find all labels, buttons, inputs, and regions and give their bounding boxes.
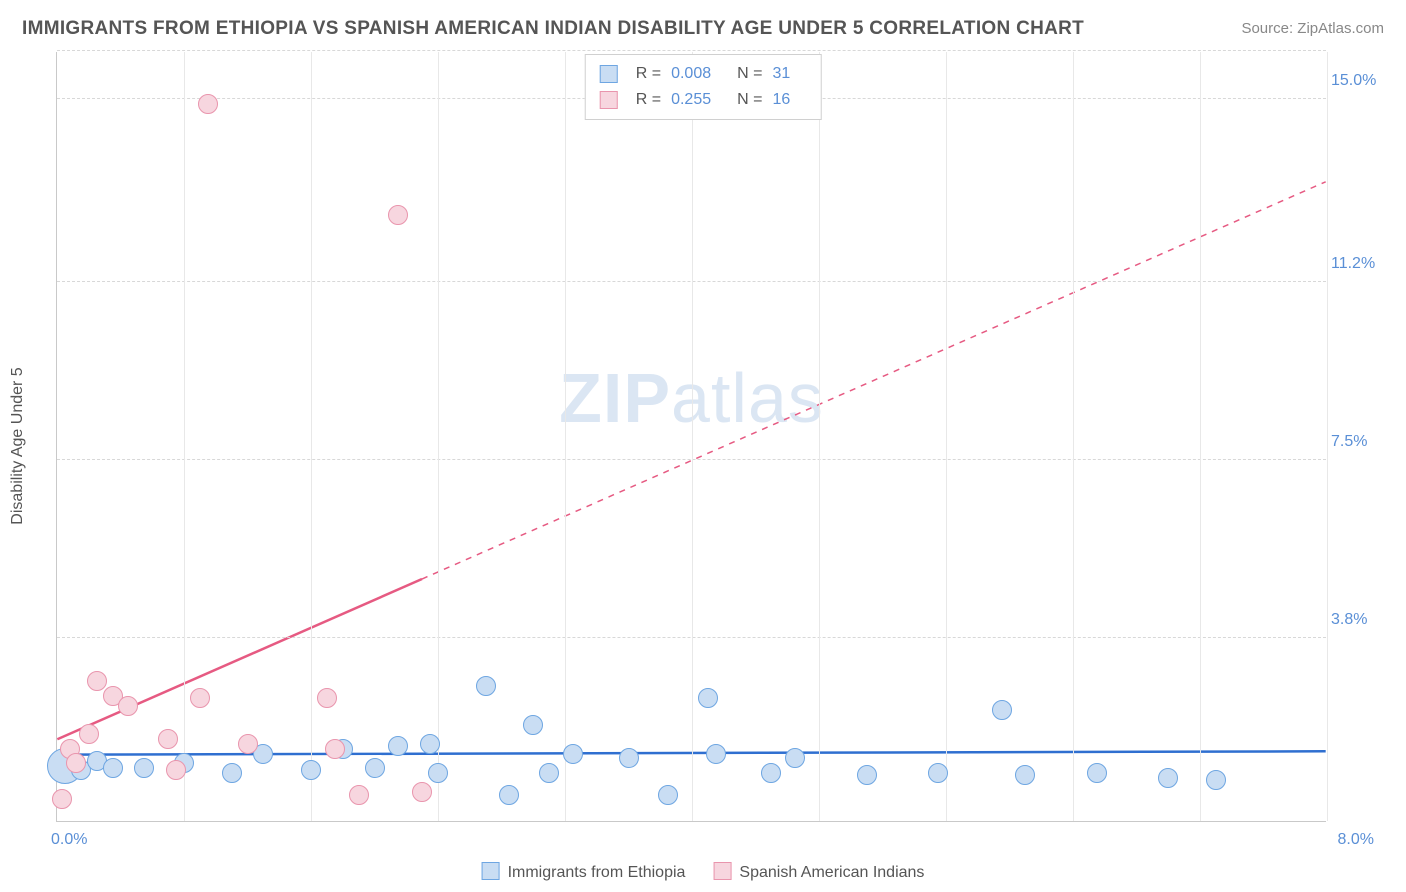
data-point bbox=[785, 748, 805, 768]
data-point bbox=[1206, 770, 1226, 790]
data-point bbox=[301, 760, 321, 780]
legend-stats: R = 0.008 N = 31 R = 0.255 N = 16 bbox=[585, 54, 822, 120]
gridline-v bbox=[184, 52, 185, 821]
data-point bbox=[198, 94, 218, 114]
data-point bbox=[388, 205, 408, 225]
legend-label: Spanish American Indians bbox=[739, 864, 924, 881]
n-value: 31 bbox=[772, 61, 790, 87]
legend-swatch bbox=[713, 862, 731, 880]
data-point bbox=[66, 753, 86, 773]
y-tick-label: 7.5% bbox=[1331, 433, 1386, 451]
data-point bbox=[166, 760, 186, 780]
plot-area: ZIPatlas 3.8%7.5%11.2%15.0%0.0%8.0% bbox=[56, 52, 1326, 822]
gridline-v bbox=[438, 52, 439, 821]
data-point bbox=[428, 763, 448, 783]
data-point bbox=[992, 700, 1012, 720]
r-value: 0.008 bbox=[671, 61, 711, 87]
data-point bbox=[103, 758, 123, 778]
data-point bbox=[52, 789, 72, 809]
legend-swatch bbox=[600, 65, 618, 83]
data-point bbox=[658, 785, 678, 805]
n-value: 16 bbox=[772, 87, 790, 113]
gridline-v bbox=[819, 52, 820, 821]
y-tick-label: 3.8% bbox=[1331, 611, 1386, 629]
gridline-v bbox=[1327, 52, 1328, 821]
r-label: R = bbox=[636, 87, 661, 113]
data-point bbox=[118, 696, 138, 716]
data-point bbox=[499, 785, 519, 805]
data-point bbox=[523, 715, 543, 735]
x-tick-label: 0.0% bbox=[51, 831, 87, 849]
y-tick-label: 11.2% bbox=[1331, 255, 1386, 273]
data-point bbox=[476, 676, 496, 696]
gridline-v bbox=[946, 52, 947, 821]
legend-item: Spanish American Indians bbox=[713, 862, 924, 882]
data-point bbox=[928, 763, 948, 783]
data-point bbox=[349, 785, 369, 805]
trend-line-solid bbox=[57, 579, 422, 739]
data-point bbox=[317, 688, 337, 708]
n-label: N = bbox=[737, 61, 762, 87]
legend-label: Immigrants from Ethiopia bbox=[508, 864, 686, 881]
data-point bbox=[857, 765, 877, 785]
legend-series: Immigrants from Ethiopia Spanish American… bbox=[482, 862, 925, 882]
n-label: N = bbox=[737, 87, 762, 113]
data-point bbox=[222, 763, 242, 783]
gridline-v bbox=[565, 52, 566, 821]
data-point bbox=[761, 763, 781, 783]
data-point bbox=[706, 744, 726, 764]
data-point bbox=[238, 734, 258, 754]
source-label: Source: ZipAtlas.com bbox=[1241, 20, 1384, 37]
data-point bbox=[158, 729, 178, 749]
data-point bbox=[325, 739, 345, 759]
legend-swatch bbox=[600, 91, 618, 109]
data-point bbox=[365, 758, 385, 778]
trend-line-dashed bbox=[422, 182, 1326, 579]
r-label: R = bbox=[636, 61, 661, 87]
data-point bbox=[87, 671, 107, 691]
data-point bbox=[1158, 768, 1178, 788]
legend-item: Immigrants from Ethiopia bbox=[482, 862, 686, 882]
data-point bbox=[619, 748, 639, 768]
data-point bbox=[1087, 763, 1107, 783]
gridline-h bbox=[57, 50, 1326, 51]
data-point bbox=[698, 688, 718, 708]
x-tick-label: 8.0% bbox=[1338, 831, 1374, 849]
legend-stat-row: R = 0.255 N = 16 bbox=[600, 87, 807, 113]
gridline-v bbox=[692, 52, 693, 821]
data-point bbox=[388, 736, 408, 756]
gridline-v bbox=[1073, 52, 1074, 821]
y-axis-label: Disability Age Under 5 bbox=[9, 367, 27, 524]
data-point bbox=[412, 782, 432, 802]
gridline-v bbox=[1200, 52, 1201, 821]
data-point bbox=[1015, 765, 1035, 785]
gridline-v bbox=[311, 52, 312, 821]
legend-stat-row: R = 0.008 N = 31 bbox=[600, 61, 807, 87]
chart-title: IMMIGRANTS FROM ETHIOPIA VS SPANISH AMER… bbox=[22, 18, 1084, 40]
data-point bbox=[79, 724, 99, 744]
r-value: 0.255 bbox=[671, 87, 711, 113]
legend-swatch bbox=[482, 862, 500, 880]
data-point bbox=[190, 688, 210, 708]
data-point bbox=[563, 744, 583, 764]
y-tick-label: 15.0% bbox=[1331, 72, 1386, 90]
data-point bbox=[134, 758, 154, 778]
data-point bbox=[539, 763, 559, 783]
data-point bbox=[420, 734, 440, 754]
